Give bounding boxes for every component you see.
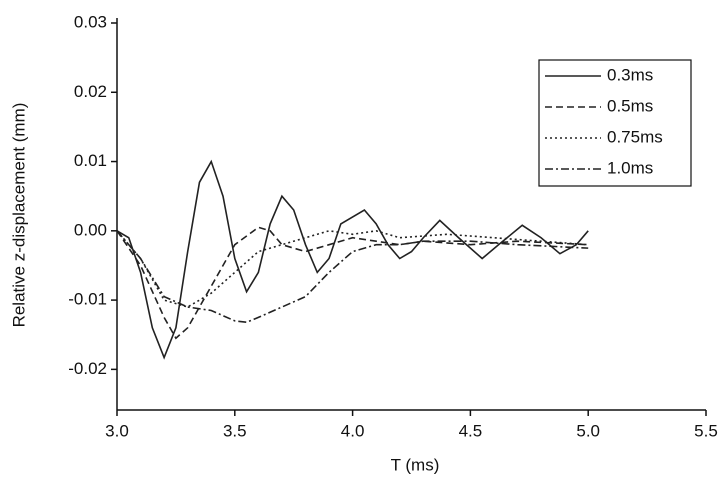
series-line: [116, 230, 589, 308]
series-line: [116, 226, 589, 340]
x-tick-label: 4.5: [459, 421, 483, 440]
legend-label: 0.3ms: [607, 65, 653, 84]
legend-label: 1.0ms: [607, 158, 653, 177]
x-tick-label: 3.0: [105, 421, 129, 440]
y-tick-label: -0.01: [68, 290, 107, 309]
y-tick-label: -0.02: [68, 359, 107, 378]
legend-label: 0.5ms: [607, 96, 653, 115]
x-tick-label: 5.0: [576, 421, 600, 440]
y-tick-label: 0.01: [74, 151, 107, 170]
series-line: [116, 159, 589, 360]
y-tick-label: 0.00: [74, 220, 107, 239]
x-tick-label: 3.5: [223, 421, 247, 440]
y-axis-label: Relative z-displacement (mm): [9, 103, 28, 328]
y-tick-label: 0.03: [74, 12, 107, 31]
x-tick-label: 5.5: [694, 421, 718, 440]
x-tick-label: 4.0: [341, 421, 365, 440]
x-axis-label: T (ms): [391, 455, 440, 474]
legend-box: [538, 59, 692, 187]
legend-label: 0.75ms: [607, 127, 663, 146]
series-line: [116, 230, 589, 324]
y-tick-label: 0.02: [74, 82, 107, 101]
